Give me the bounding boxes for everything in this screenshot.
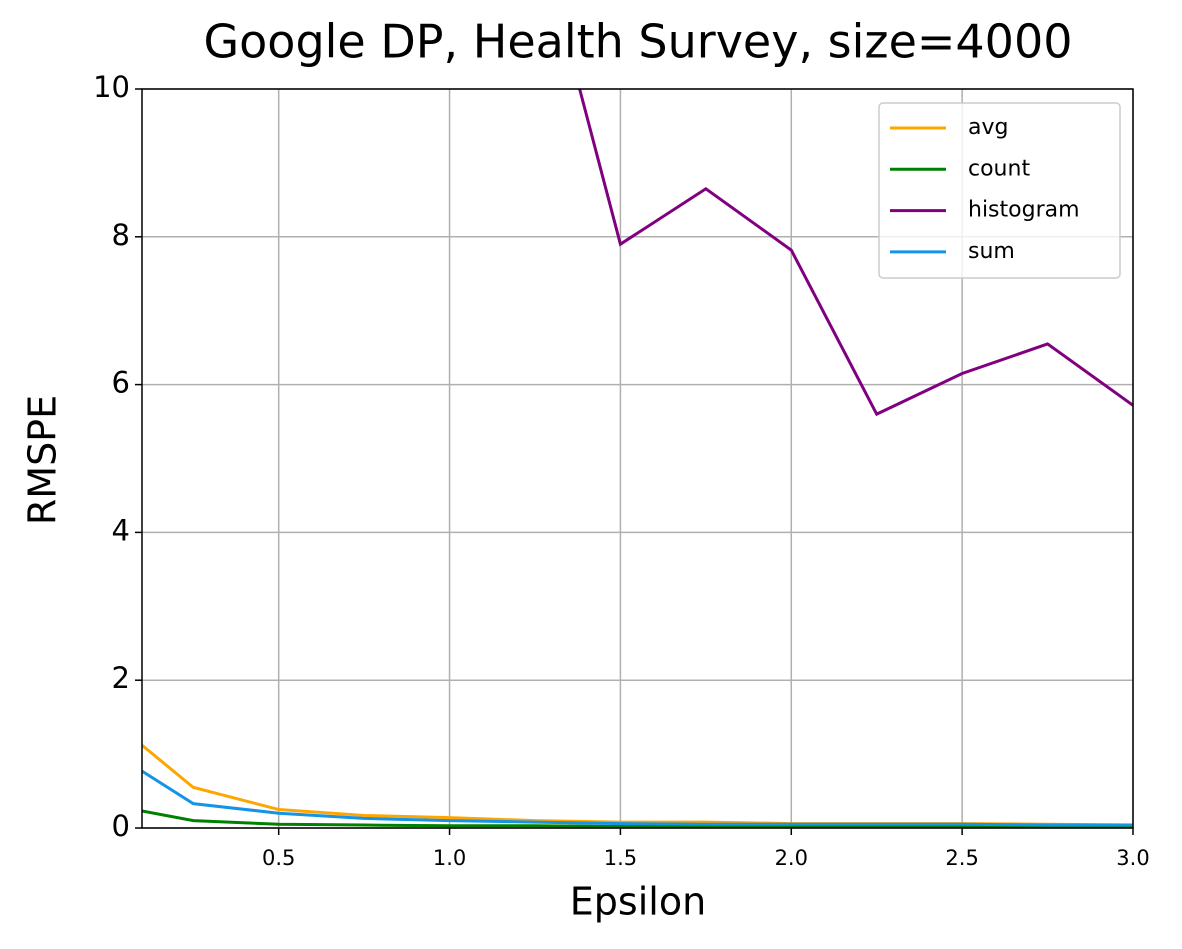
y-tick-label: 4 <box>112 513 130 547</box>
legend-box <box>878 102 1121 279</box>
y-axis-label: RMSPE <box>21 395 65 525</box>
plot-lines <box>142 89 1133 828</box>
legend-label: avg <box>968 115 1008 140</box>
y-tick-label: 2 <box>112 661 130 695</box>
series-line <box>142 809 1133 828</box>
x-tick-label: 0.5 <box>262 846 295 870</box>
x-tick-label: 1.0 <box>433 846 466 870</box>
chart-title: Google DP, Health Survey, size=4000 <box>204 15 1073 69</box>
x-tick-label: 2.0 <box>775 846 808 870</box>
y-tick-label: 8 <box>112 218 130 252</box>
x-axis-label: Epsilon <box>570 880 706 924</box>
legend-label: histogram <box>968 198 1080 223</box>
legend-label: sum <box>968 239 1015 264</box>
x-tick-label: 1.5 <box>604 846 637 870</box>
series-line <box>578 89 1133 417</box>
x-tick-label: 3.0 <box>1116 846 1149 870</box>
plot-frame <box>141 88 1134 829</box>
x-tick-label: 2.5 <box>945 846 978 870</box>
series-line <box>142 769 1133 827</box>
y-tick-label: 0 <box>112 809 130 843</box>
y-tick-label: 10 <box>93 70 130 104</box>
legend-label: count <box>968 156 1030 181</box>
y-tick-label: 6 <box>112 366 130 400</box>
